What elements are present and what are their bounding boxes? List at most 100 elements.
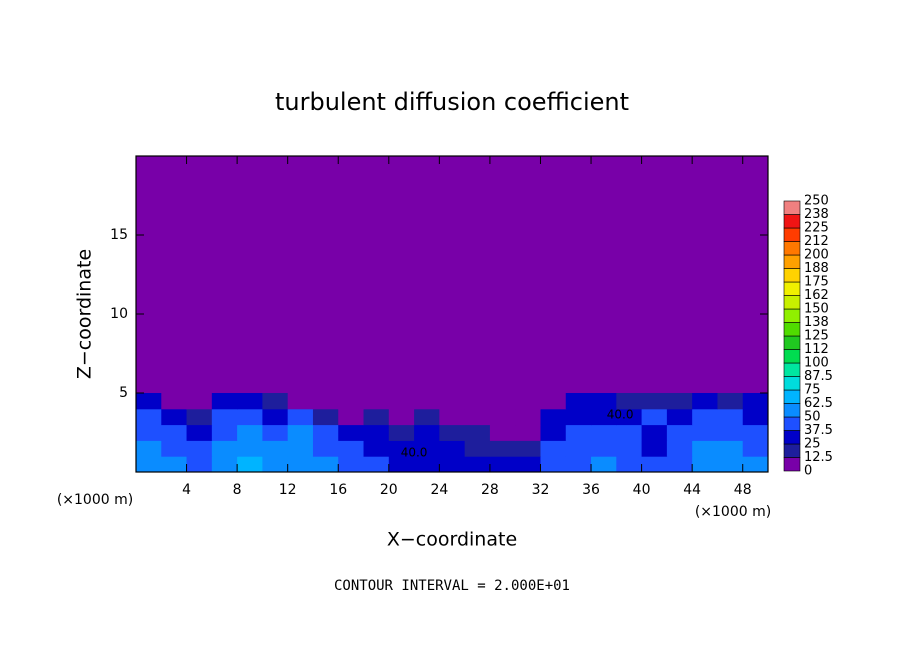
x-tick-label: 16	[329, 482, 347, 498]
field-cell	[464, 424, 491, 441]
y-tick-label: 10	[110, 306, 128, 322]
field-cell	[692, 456, 718, 473]
field-cell	[136, 393, 162, 410]
field-cell	[186, 393, 213, 410]
field-cell	[338, 408, 365, 426]
field-cell	[742, 456, 769, 473]
field-cell	[312, 424, 339, 441]
field-cell	[338, 440, 365, 457]
colorbar-swatch	[783, 322, 801, 337]
field-cell	[515, 393, 541, 410]
field-cell	[287, 456, 314, 473]
x-tick-label: 44	[683, 482, 701, 498]
field-cell	[692, 424, 718, 441]
colorbar-swatch	[783, 335, 801, 350]
field-cell	[742, 440, 769, 457]
field-cell	[262, 424, 289, 441]
field-cell	[717, 456, 744, 473]
x-units: (×1000 m)	[695, 504, 771, 520]
colorbar-label: 212	[804, 234, 829, 249]
field-cell	[211, 456, 238, 473]
field-cell	[717, 424, 744, 441]
x-tick-label: 20	[380, 482, 398, 498]
field-cell	[616, 440, 643, 457]
field-cell	[540, 440, 567, 457]
field-cell	[540, 424, 567, 441]
colorbar-swatch	[783, 254, 801, 269]
field-cell	[136, 440, 162, 457]
colorbar-label: 150	[804, 302, 829, 317]
colorbar-swatch	[783, 389, 801, 404]
field-cell	[489, 393, 516, 410]
field-cell	[464, 408, 491, 426]
x-tick-label: 8	[233, 482, 242, 498]
field-cell	[515, 440, 541, 457]
x-tick-label: 28	[481, 482, 499, 498]
field-cell	[414, 393, 440, 410]
y-axis-label: Z−coordinate	[74, 249, 96, 379]
colorbar-label: 0	[804, 464, 812, 479]
field-cell	[312, 393, 339, 410]
field-cell	[717, 440, 744, 457]
field-cell	[136, 408, 162, 426]
field-cell	[616, 424, 643, 441]
field-cell	[388, 393, 415, 410]
field-cell	[464, 440, 491, 457]
x-tick-label: 36	[582, 482, 600, 498]
field-cell	[439, 424, 466, 441]
colorbar-swatch	[783, 227, 801, 242]
contour-label: 40.0	[607, 408, 634, 422]
field-cell	[515, 408, 541, 426]
field-cell	[666, 456, 693, 473]
colorbar-label: 12.5	[804, 450, 833, 465]
y-units: (×1000 m)	[57, 492, 133, 508]
field-cell	[287, 424, 314, 441]
field-cell	[388, 440, 415, 457]
field-cell	[136, 424, 162, 441]
field-cell	[388, 408, 415, 426]
colorbar-label: 175	[804, 275, 829, 290]
field-cell	[666, 408, 693, 426]
chart-title: turbulent diffusion coefficient	[275, 88, 629, 116]
field-cell	[641, 424, 668, 441]
field-cell	[363, 456, 390, 473]
field-cell	[312, 408, 339, 426]
field-cell	[489, 424, 516, 441]
field-cell	[464, 393, 491, 410]
field-cell	[312, 456, 339, 473]
field-cell	[540, 408, 567, 426]
field-cell	[591, 393, 617, 410]
field-cell	[439, 440, 466, 457]
colorbar-swatch	[783, 362, 801, 377]
colorbar-swatch	[783, 457, 801, 472]
colorbar-label: 188	[804, 261, 829, 276]
x-tick-label: 24	[430, 482, 448, 498]
field-cell	[262, 440, 289, 457]
field-cell	[237, 424, 263, 441]
field-cell	[161, 424, 188, 441]
field-cell	[211, 440, 238, 457]
colorbar-label: 37.5	[804, 423, 833, 438]
field-cell	[338, 424, 365, 441]
colorbar-swatch	[783, 376, 801, 391]
colorbar-swatch	[783, 416, 801, 431]
field-cell	[363, 408, 390, 426]
field-cell	[287, 408, 314, 426]
field-cell	[591, 440, 617, 457]
colorbar-label: 200	[804, 248, 829, 263]
field-cell	[287, 440, 314, 457]
field-cell	[692, 408, 718, 426]
field-cell	[591, 424, 617, 441]
field-cell	[439, 408, 466, 426]
field-cell	[211, 393, 238, 410]
field-cell	[565, 440, 592, 457]
field-cell	[717, 408, 744, 426]
field-cell	[161, 456, 188, 473]
contour-label: 40.0	[401, 446, 428, 460]
field-cell	[414, 408, 440, 426]
colorbar-swatch	[783, 295, 801, 310]
field-cell	[641, 456, 668, 473]
field-cell	[439, 456, 466, 473]
field-cell	[338, 393, 365, 410]
field-cell	[211, 424, 238, 441]
